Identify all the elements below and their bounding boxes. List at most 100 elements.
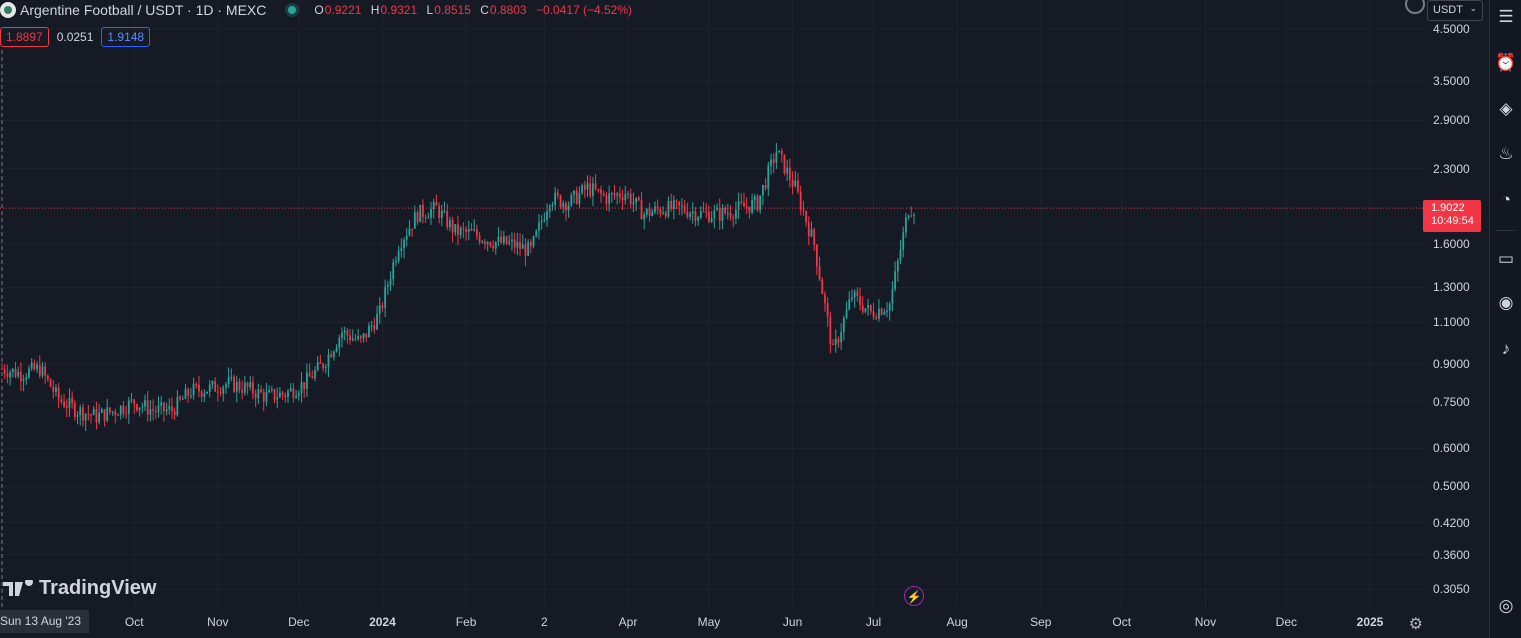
- candle: [640, 192, 643, 220]
- candle: [203, 389, 206, 402]
- price-axis[interactable]: USDT ⌄ 4.5000 3.5000 2.9000 2.3000 1.6000 1.3…: [1405, 0, 1489, 607]
- candle: [605, 192, 608, 211]
- price-tick-label: 0.3050: [1433, 582, 1470, 597]
- candle: [627, 190, 629, 199]
- close-value: 0.8803: [489, 3, 527, 17]
- candle: [262, 388, 265, 412]
- candle: [335, 344, 338, 353]
- candle: [316, 356, 319, 372]
- candle: [832, 339, 834, 346]
- candle: [192, 377, 195, 400]
- candle: [894, 261, 897, 292]
- candle: [46, 374, 49, 382]
- candle: [413, 205, 416, 229]
- candlestick-chart[interactable]: [0, 0, 1425, 607]
- events-lightning-icon[interactable]: ⚡: [904, 586, 924, 606]
- candle: [314, 366, 316, 382]
- candle: [767, 161, 770, 197]
- candle: [716, 203, 718, 211]
- candle: [764, 178, 767, 191]
- candle: [780, 148, 783, 163]
- candle: [497, 227, 500, 247]
- candle: [243, 375, 246, 396]
- candle: [821, 277, 824, 295]
- candle: [883, 308, 886, 316]
- candle: [748, 206, 751, 219]
- candle: [753, 193, 756, 210]
- candle: [268, 385, 271, 394]
- watchlist-icon[interactable]: ☰: [1498, 7, 1514, 26]
- candle: [87, 405, 90, 421]
- candle: [125, 405, 128, 419]
- candle: [675, 199, 678, 210]
- candle: [578, 186, 581, 209]
- candle: [878, 298, 880, 322]
- candle: [319, 354, 322, 364]
- candle: [254, 389, 257, 408]
- candle: [281, 390, 284, 400]
- candle: [60, 394, 63, 405]
- candle: [154, 405, 157, 420]
- candle: [65, 398, 68, 417]
- candle: [349, 329, 351, 345]
- alarm-clock-icon[interactable]: ⏰: [1495, 53, 1517, 72]
- sell-price-badge[interactable]: 1.8897: [0, 27, 49, 47]
- candle: [368, 322, 370, 338]
- watermark-text: TradingView: [39, 577, 157, 599]
- candle: [853, 289, 856, 308]
- time-axis[interactable]: Oct Nov Dec 2024 Feb 2 Apr May Jun Jul Aug Sep Oct No…: [0, 607, 1425, 638]
- candle: [529, 239, 532, 254]
- candle: [33, 359, 36, 371]
- candle: [449, 216, 451, 232]
- candle: [324, 364, 327, 374]
- candle: [678, 200, 681, 215]
- time-tick-label: Oct: [1112, 615, 1132, 629]
- candle: [416, 210, 419, 226]
- layers-icon[interactable]: ◈: [1499, 99, 1513, 118]
- candle: [473, 219, 476, 232]
- candle: [613, 184, 616, 200]
- candle: [378, 297, 381, 324]
- candle: [848, 291, 851, 311]
- candle: [435, 194, 438, 206]
- candle: [55, 383, 57, 397]
- candle: [68, 388, 71, 417]
- buy-price-badge[interactable]: 1.9148: [101, 27, 151, 47]
- candle: [28, 365, 30, 380]
- price-tick-label: 0.3600: [1433, 547, 1470, 562]
- ideas-lightbulb-icon[interactable]: ◔: [1500, 190, 1512, 209]
- candle: [103, 408, 106, 427]
- candle: [252, 376, 254, 400]
- hotlist-flame-icon[interactable]: ♨: [1498, 144, 1514, 163]
- candle: [138, 407, 141, 417]
- candle: [235, 375, 238, 403]
- candle: [351, 329, 354, 342]
- candle: [554, 186, 557, 211]
- candle: [559, 194, 562, 209]
- tradingview-watermark[interactable]: TradingView: [3, 577, 156, 600]
- candle: [454, 224, 457, 236]
- help-compass-icon[interactable]: ◎: [1498, 596, 1514, 615]
- chart-area[interactable]: Argentine Football / USDT · 1D · MEXC O0…: [0, 0, 1425, 607]
- currency-select[interactable]: USDT ⌄: [1427, 0, 1483, 21]
- candle: [411, 228, 414, 237]
- candle: [691, 202, 694, 224]
- market-status-icon[interactable]: [288, 6, 297, 14]
- broadcast-icon[interactable]: ◉: [1498, 293, 1514, 312]
- candle: [22, 374, 25, 392]
- gear-icon[interactable]: ⚙: [1408, 616, 1423, 633]
- candle: [478, 231, 481, 245]
- candle: [211, 380, 214, 389]
- settings-circle-icon[interactable]: [1405, 0, 1425, 14]
- candle: [257, 383, 260, 404]
- candle: [718, 198, 721, 230]
- candle: [109, 406, 111, 416]
- time-tick-label: Oct: [124, 615, 144, 629]
- chat-bubble-icon[interactable]: ▭: [1497, 249, 1515, 268]
- symbol-title[interactable]: Argentine Football / USDT · 1D · MEXC: [20, 2, 267, 18]
- notifications-bell-icon[interactable]: ♪: [1501, 339, 1511, 358]
- candle: [511, 232, 513, 251]
- candle: [403, 237, 405, 259]
- candle: [216, 384, 219, 402]
- candle: [475, 224, 478, 240]
